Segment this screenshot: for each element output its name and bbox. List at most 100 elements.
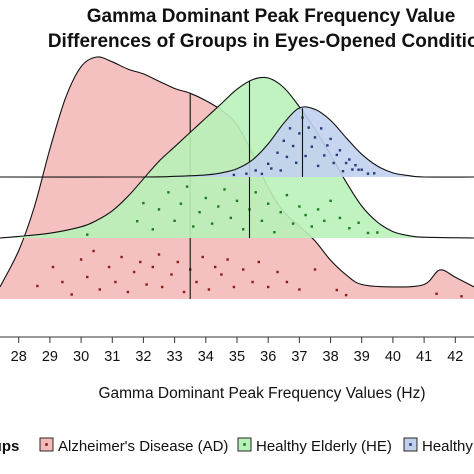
data-point-he-19	[254, 191, 257, 194]
data-point-he-28	[310, 225, 313, 228]
data-point-he-16	[235, 199, 239, 202]
data-point-he-36	[376, 231, 379, 234]
data-point-ad-24	[207, 288, 211, 291]
data-point-ad-14	[145, 283, 148, 286]
data-point-ad-32	[267, 285, 270, 289]
legend-key-point-ad	[45, 443, 48, 446]
data-point-he-17	[242, 228, 245, 231]
data-point-hy-6	[276, 151, 279, 154]
data-point-ad-37	[335, 288, 338, 292]
data-point-hy-20	[320, 127, 323, 130]
x-tick-label-37: 37	[291, 349, 307, 365]
legend-label-ad: Alzheimer's Disease (AD)	[58, 438, 228, 455]
data-point-ad-17	[161, 285, 164, 289]
data-point-ad-5	[86, 275, 89, 279]
data-point-hy-19	[316, 164, 320, 168]
data-point-he-1	[136, 220, 139, 223]
x-tick-label-32: 32	[135, 349, 151, 365]
data-point-ad-0	[36, 284, 39, 288]
data-point-hy-11	[291, 144, 295, 148]
data-point-ad-20	[182, 290, 186, 294]
data-point-he-22	[273, 231, 276, 234]
data-point-ad-8	[107, 265, 111, 269]
legend-key-point-hy	[409, 443, 412, 446]
data-point-ad-35	[298, 288, 301, 291]
x-tick-label-35: 35	[229, 349, 245, 365]
data-point-hy-12	[295, 161, 298, 164]
x-axis: 27282930313233343536373839404142	[0, 336, 474, 365]
data-point-ad-33	[276, 270, 279, 274]
data-point-hy-30	[351, 168, 354, 171]
data-point-ad-3	[70, 293, 73, 296]
x-axis-title: Gamma Dominant Peak Frequency Values (Hz…	[98, 385, 425, 402]
data-point-he-35	[366, 231, 370, 235]
x-tick-label-29: 29	[42, 349, 58, 365]
legend-label-hy: Healthy Y	[422, 438, 474, 455]
data-point-he-7	[179, 202, 183, 205]
chart-title: Gamma Dominant Peak Frequency Value Diff…	[48, 6, 474, 52]
data-point-ad-25	[214, 265, 217, 269]
x-tick-label-34: 34	[198, 349, 214, 365]
data-point-ad-23	[201, 255, 204, 259]
data-point-ad-15	[151, 265, 154, 269]
density-outline-hy	[0, 106, 474, 178]
data-point-hy-5	[270, 167, 273, 170]
x-tick-label-31: 31	[104, 349, 120, 365]
data-point-hy-15	[304, 154, 307, 158]
data-point-he-29	[316, 208, 320, 211]
data-point-ad-6	[92, 249, 95, 253]
data-point-hy-31	[354, 164, 357, 167]
data-point-he-20	[260, 219, 264, 222]
data-point-he-5	[167, 191, 170, 194]
data-point-hy-17	[310, 145, 313, 148]
data-point-he-31	[329, 199, 332, 202]
data-point-ad-1	[51, 265, 55, 269]
data-point-hy-7	[279, 169, 282, 172]
x-tick-label-42: 42	[447, 349, 463, 365]
data-point-he-3	[151, 228, 154, 231]
data-point-hy-29	[348, 158, 351, 161]
legend: Groups Alzheimer's Disease (AD) Healthy El…	[0, 437, 474, 455]
data-point-hy-8	[282, 139, 285, 142]
data-point-he-2	[142, 201, 145, 205]
data-point-ad-26	[220, 273, 223, 276]
data-point-hy-26	[338, 149, 342, 152]
data-point-hy-0	[232, 173, 236, 177]
data-point-he-9	[192, 225, 195, 228]
data-point-he-26	[298, 205, 301, 208]
data-point-hy-24	[332, 161, 335, 165]
data-point-ad-4	[79, 258, 83, 261]
data-point-ad-40	[460, 295, 463, 298]
data-point-hy-4	[267, 162, 270, 165]
density-outline-he	[0, 76, 474, 239]
density-ridges	[0, 56, 474, 299]
legend-key-point-he	[243, 443, 246, 446]
data-point-he-21	[267, 202, 270, 205]
data-point-he-34	[357, 221, 360, 224]
ridge-hy	[0, 106, 474, 178]
data-point-ad-16	[157, 253, 161, 256]
data-point-ad-12	[132, 270, 136, 274]
data-point-ad-19	[176, 260, 179, 264]
x-tick-label-33: 33	[167, 349, 183, 365]
data-point-ad-22	[195, 280, 198, 284]
chart-title-line-2: Differences of Groups in Eyes-Opened Con…	[48, 31, 474, 52]
density-fill-hy	[0, 106, 474, 178]
data-point-he-30	[323, 219, 326, 222]
data-point-he-12	[210, 222, 214, 225]
data-point-hy-16	[307, 126, 310, 129]
x-tick-label-41: 41	[416, 349, 432, 365]
data-point-he-11	[204, 196, 207, 200]
data-point-ad-11	[126, 290, 130, 294]
data-point-ad-38	[344, 293, 348, 297]
data-point-he-33	[348, 227, 351, 230]
data-point-hy-32	[357, 168, 360, 171]
data-point-he-0	[86, 233, 89, 236]
x-tick-label-30: 30	[73, 349, 89, 365]
data-point-hy-10	[288, 127, 292, 130]
data-point-hy-18	[313, 136, 317, 139]
data-point-ad-31	[257, 260, 260, 264]
x-tick-label-36: 36	[260, 349, 276, 365]
data-point-he-10	[198, 211, 201, 214]
